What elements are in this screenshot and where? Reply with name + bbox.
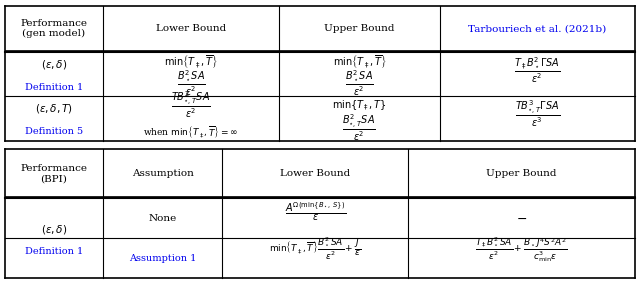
Text: $\dfrac{T_\ddagger B_\star^2 SA}{\epsilon^2} + \dfrac{B_\star J^4 S^2 A^2}{c_{\m: $\dfrac{T_\ddagger B_\star^2 SA}{\epsilo… <box>476 235 568 264</box>
Text: $-$: $-$ <box>516 212 527 225</box>
Text: $\dfrac{TB_{\star,T}^3 \Gamma SA}{\epsilon^3}$: $\dfrac{TB_{\star,T}^3 \Gamma SA}{\epsil… <box>515 99 560 130</box>
Text: Tarbouriech et al. (2021b): Tarbouriech et al. (2021b) <box>468 24 606 33</box>
Text: $\dfrac{B_\star^2 SA}{\epsilon^2}$: $\dfrac{B_\star^2 SA}{\epsilon^2}$ <box>345 68 374 98</box>
Text: $\dfrac{B_\star^2 SA}{\epsilon^2}$: $\dfrac{B_\star^2 SA}{\epsilon^2}$ <box>177 68 205 98</box>
Text: $\min\left\{T_\ddagger, T\right\}$: $\min\left\{T_\ddagger, T\right\}$ <box>332 99 387 113</box>
Text: Lower Bound: Lower Bound <box>156 24 226 33</box>
Text: $\min\left\{T_\ddagger, \overline{T}\right\}$: $\min\left\{T_\ddagger, \overline{T}\rig… <box>164 53 218 70</box>
Text: $\min\left\{T_\ddagger, \overline{T}\right\}\dfrac{B_\star^2 SA}{\epsilon^2} + \: $\min\left\{T_\ddagger, \overline{T}\rig… <box>269 236 362 262</box>
Text: Performance
(BPI): Performance (BPI) <box>20 164 88 183</box>
Text: $(\epsilon, \delta, T)$: $(\epsilon, \delta, T)$ <box>35 102 73 115</box>
Text: Upper Bound: Upper Bound <box>486 169 557 178</box>
Text: $\dfrac{TB_{\star,T}^2 SA}{\epsilon^2}$: $\dfrac{TB_{\star,T}^2 SA}{\epsilon^2}$ <box>171 90 211 120</box>
Text: $(\epsilon, \delta)$: $(\epsilon, \delta)$ <box>41 223 67 236</box>
Text: None: None <box>148 214 177 223</box>
Text: $\dfrac{T_\ddagger B_\star^2 \Gamma SA}{\epsilon^2}$: $\dfrac{T_\ddagger B_\star^2 \Gamma SA}{… <box>514 55 561 85</box>
Text: Assumption 1: Assumption 1 <box>129 254 196 263</box>
Text: Lower Bound: Lower Bound <box>280 169 351 178</box>
Text: Definition 1: Definition 1 <box>25 247 83 256</box>
Text: Upper Bound: Upper Bound <box>324 24 395 33</box>
Text: when $\min\left\{T_\ddagger, \overline{T}\right\} = \infty$: when $\min\left\{T_\ddagger, \overline{T… <box>143 124 239 139</box>
Text: $\dfrac{A^{\Omega(\min\left\{B_\star,\, S\right\})}}{\epsilon}$: $\dfrac{A^{\Omega(\min\left\{B_\star,\, … <box>285 200 346 223</box>
Text: Definition 1: Definition 1 <box>25 83 83 92</box>
Text: Performance
(gen model): Performance (gen model) <box>20 19 88 38</box>
Text: $(\epsilon, \delta)$: $(\epsilon, \delta)$ <box>41 58 67 71</box>
Text: Assumption: Assumption <box>132 169 193 178</box>
Text: $\dfrac{B_{\star,T}^2 SA}{\epsilon^2}$: $\dfrac{B_{\star,T}^2 SA}{\epsilon^2}$ <box>342 112 376 143</box>
Text: Definition 5: Definition 5 <box>25 127 83 136</box>
Text: $\min\left\{T_\ddagger, \overline{T}\right\}$: $\min\left\{T_\ddagger, \overline{T}\rig… <box>333 53 386 70</box>
